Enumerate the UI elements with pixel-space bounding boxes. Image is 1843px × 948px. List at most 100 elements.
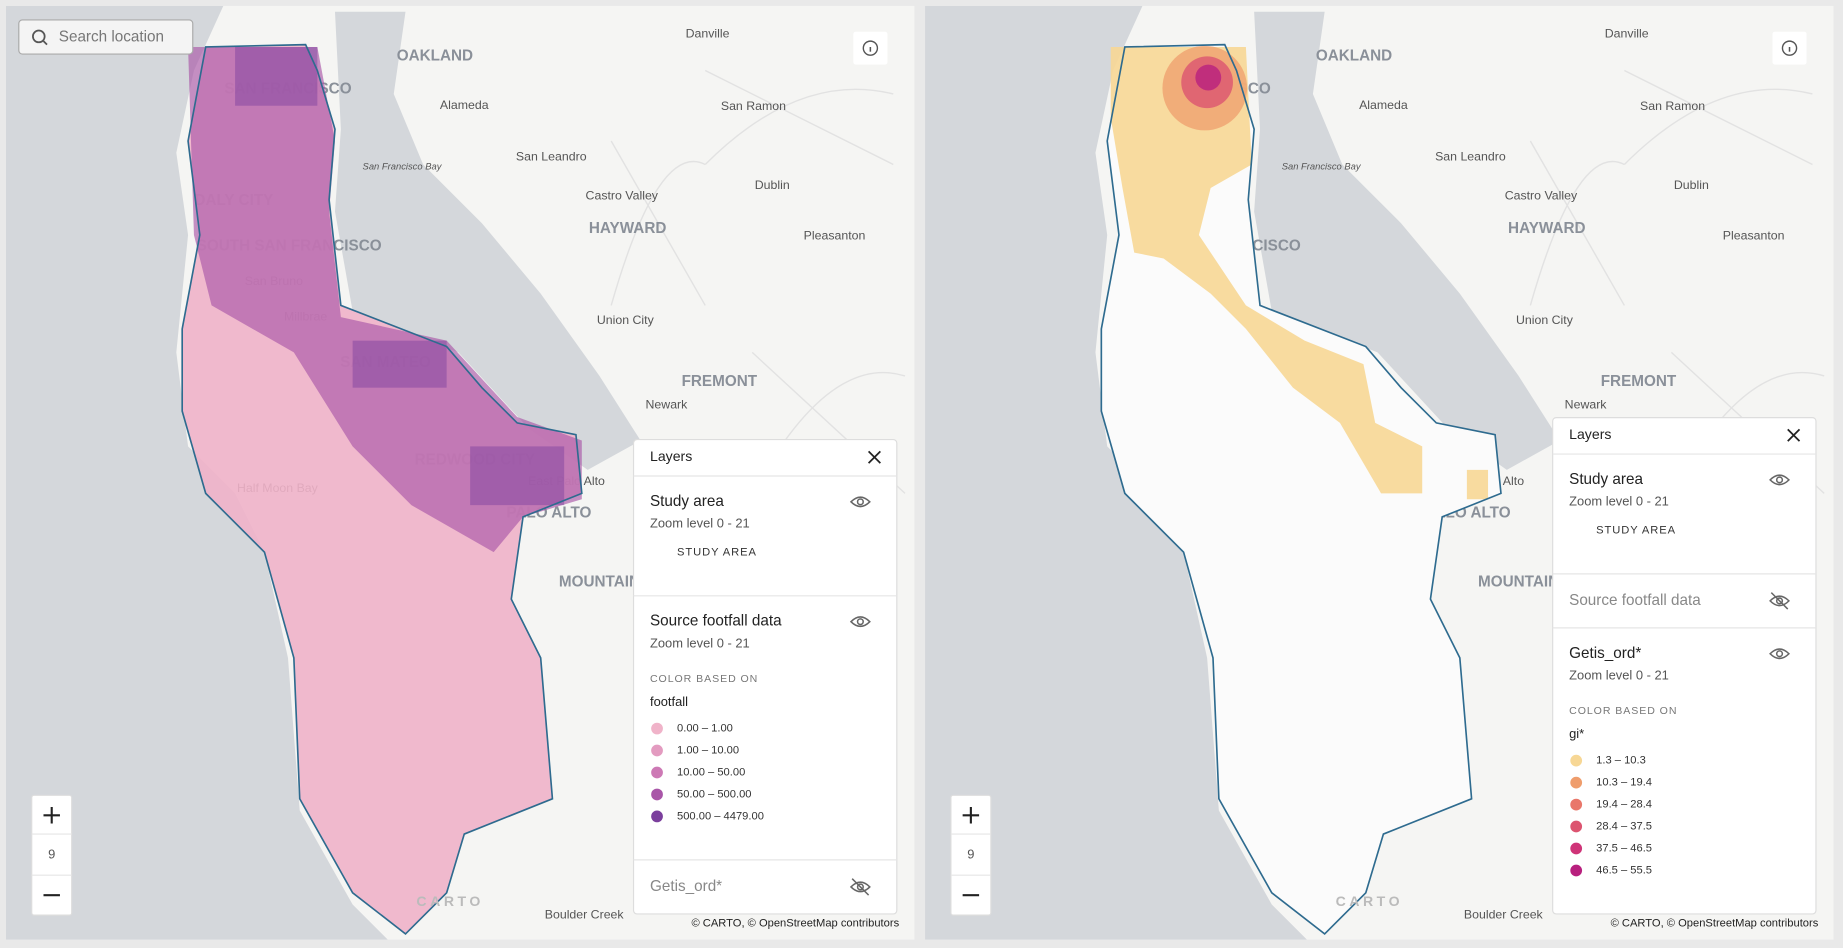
road — [1623, 69, 1813, 166]
legend-swatch — [1570, 864, 1583, 877]
attribution: © CARTO, © OpenStreetMap contributors — [691, 917, 899, 929]
place-label: San Ramon — [1640, 99, 1705, 113]
layers-panel: Layers Study area Zoom level 0 - 21 STUDY A… — [632, 438, 898, 915]
place-label: Boulder Creek — [1464, 907, 1544, 921]
eye-pupil — [1775, 597, 1784, 605]
place-label: Castro Valley — [1505, 188, 1578, 202]
eye-slash — [1770, 592, 1789, 610]
place-label: Castro Valley — [586, 188, 659, 202]
color-based-on: COLOR BASED ON — [650, 673, 758, 685]
place-label: San Leandro — [1435, 150, 1506, 164]
road — [704, 69, 894, 166]
legend-item: 1.3 – 10.3 — [1596, 755, 1646, 767]
eye-pupil — [856, 618, 864, 626]
place-label: OAKLAND — [397, 47, 473, 64]
eye-pupil — [1775, 476, 1784, 484]
zoom-level: 9 — [967, 847, 974, 862]
legend-item: 46.5 – 55.5 — [1596, 864, 1652, 876]
eye-icon — [1769, 474, 1791, 486]
road — [610, 140, 706, 306]
heat-low — [1466, 469, 1489, 500]
zoom-in[interactable] — [43, 807, 60, 824]
legend-item: 28.4 – 37.5 — [1596, 820, 1652, 832]
legend-item: 10.3 – 19.4 — [1596, 777, 1652, 789]
study-area-outline — [1100, 43, 1502, 935]
place-label: Boulder Creek — [545, 907, 625, 921]
layer-name: Source footfall data — [650, 613, 782, 630]
heat-peak — [1195, 64, 1222, 91]
heat-peak — [470, 446, 565, 506]
place-label: MOUNTAIN — [559, 574, 640, 591]
bay — [334, 11, 641, 470]
eye-icon — [849, 616, 871, 628]
legend-swatch — [1570, 820, 1583, 833]
info-icon — [862, 40, 879, 56]
place-label: Newark — [646, 398, 689, 412]
legend-label: STUDY AREA — [1596, 524, 1676, 536]
legend-label: STUDY AREA — [677, 546, 757, 558]
carto-logo: CARTO — [1336, 893, 1404, 909]
search-field — [18, 19, 194, 55]
show-layer-toggle[interactable] — [849, 878, 871, 896]
color-field: gi* — [1569, 726, 1584, 741]
show-layer-toggle[interactable] — [1769, 592, 1791, 610]
zoom-range: Zoom level 0 - 21 — [650, 635, 750, 650]
place-label: MOUNTAIN — [1478, 574, 1559, 591]
zoom-range: Zoom level 0 - 21 — [1569, 667, 1669, 682]
eye-icon — [849, 496, 871, 508]
place-label: Pleasanton — [1723, 228, 1785, 242]
heat-peak — [235, 46, 318, 106]
place-label: Dublin — [755, 178, 790, 192]
ocean — [925, 5, 1308, 940]
zoom-level: 9 — [48, 847, 55, 862]
close-button[interactable] — [867, 450, 881, 464]
place-label: Union City — [1516, 313, 1574, 327]
legend-swatch — [651, 722, 663, 735]
close-icon — [867, 450, 881, 464]
attribution: © CARTO, © OpenStreetMap contributors — [1611, 917, 1819, 929]
place-label: San Leandro — [516, 150, 587, 164]
ocean — [5, 5, 388, 940]
place-label: Newark — [1565, 398, 1608, 412]
search-box[interactable]: Search location — [18, 19, 194, 55]
place-label: Pleasanton — [804, 228, 866, 242]
legend-item: 500.00 – 4479.00 — [677, 810, 764, 822]
place-label: Alameda — [440, 98, 489, 112]
color-field: footfall — [650, 694, 688, 709]
color-based-on: COLOR BASED ON — [1569, 705, 1677, 717]
place-label: San Francisco Bay — [1282, 160, 1362, 171]
hide-layer-toggle[interactable] — [849, 616, 871, 628]
road — [1529, 140, 1625, 306]
eye-icon — [1769, 648, 1791, 660]
place-label: Union City — [597, 313, 655, 327]
heat-low — [1110, 46, 1423, 494]
place-label: HAYWARD — [1508, 220, 1585, 237]
close-button[interactable] — [1787, 428, 1801, 442]
hide-layer-toggle[interactable] — [1769, 648, 1791, 660]
eye-pupil — [856, 498, 864, 506]
info-button[interactable] — [1772, 31, 1807, 65]
zoom-in[interactable] — [962, 807, 980, 824]
legend-item: 10.00 – 50.00 — [677, 766, 745, 778]
place-label: HAYWARD — [589, 220, 666, 237]
hide-layer-toggle[interactable] — [1769, 474, 1791, 486]
eye-pupil — [856, 883, 864, 891]
search-placeholder: Search location — [59, 29, 164, 46]
legend-swatch — [1570, 776, 1583, 789]
bay — [1254, 11, 1560, 470]
panel-title: Layers — [1569, 426, 1611, 442]
search-icon — [42, 40, 48, 46]
legend-item: 0.00 – 1.00 — [677, 723, 733, 735]
hide-layer-toggle[interactable] — [849, 496, 871, 508]
legend-swatch — [651, 788, 663, 801]
panel-bg — [1552, 417, 1817, 915]
study-area-outline — [181, 43, 583, 935]
legend-item: 19.4 – 28.4 — [1596, 799, 1652, 811]
panel-title: Layers — [650, 448, 692, 464]
info-button[interactable] — [853, 31, 888, 65]
panel-bg — [632, 438, 898, 915]
zoom-range: Zoom level 0 - 21 — [1569, 494, 1669, 509]
layer-name: Getis_ord* — [1569, 645, 1641, 662]
